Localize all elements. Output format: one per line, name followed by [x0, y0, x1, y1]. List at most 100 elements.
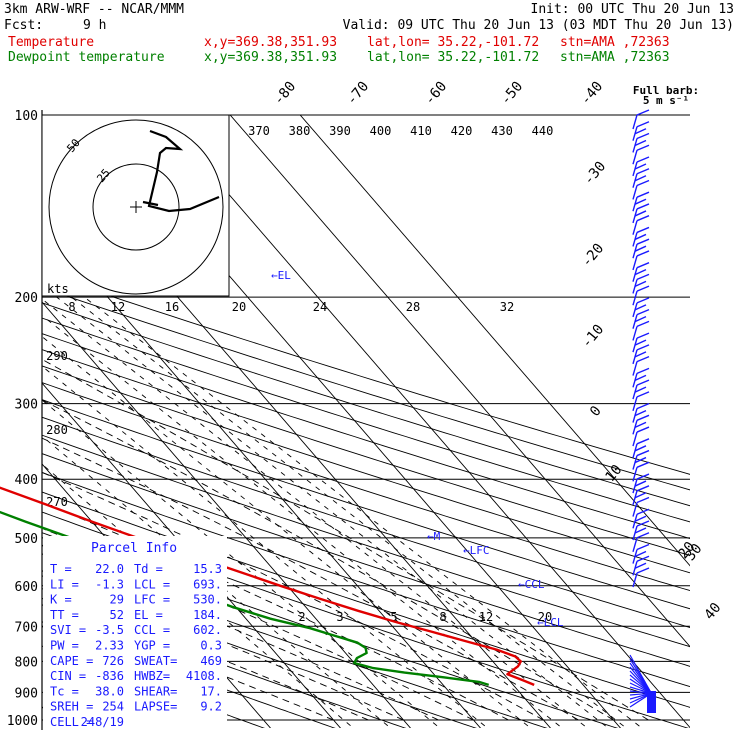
theta-label: 380: [289, 124, 311, 138]
isotherm-line: [42, 382, 342, 728]
wind-barb: [636, 379, 650, 386]
mixing-ratio-label: 5: [390, 610, 397, 624]
wind-barb: [636, 485, 650, 492]
mixing-ratio-line: [42, 365, 489, 728]
wind-barb: [636, 414, 650, 421]
wind-barb: [632, 502, 638, 517]
pressure-tick-label: 100: [15, 109, 38, 124]
dry-adiabat-line: [42, 272, 690, 475]
wind-barb: [634, 316, 647, 323]
annotation-lfc: ←LFC: [463, 544, 490, 557]
parcel-info-key: LFC =: [134, 593, 170, 607]
wind-barb: [636, 555, 650, 562]
parcel-info-key: YGP =: [134, 639, 170, 653]
isotherm-line: [159, 115, 690, 728]
wind-barb: [636, 532, 650, 539]
wind-barb: [647, 691, 656, 713]
pressure-tick-label: 600: [15, 580, 38, 595]
pressure-tick-label: 300: [15, 398, 38, 413]
pressure-tick-label: 1000: [7, 714, 38, 729]
legend-dewpoint-name: Dewpoint temperature: [8, 50, 165, 65]
dry-adiabat-line: [42, 287, 690, 491]
wind-barb: [636, 543, 650, 551]
wind-barb: [636, 355, 650, 363]
parcel-info-key: T =: [50, 562, 72, 576]
parcel-info-value: 22.0: [95, 562, 124, 576]
parcel-info-key: K =: [50, 593, 72, 607]
parcel-info-value: -1.3: [95, 577, 124, 591]
parcel-info-value: -3.5: [95, 623, 124, 637]
wind-barb: [632, 326, 638, 341]
parcel-info-key: LCL =: [134, 577, 170, 591]
hodograph-trace: [147, 129, 220, 213]
wind-barb: [634, 280, 647, 288]
wind-barb: [636, 262, 650, 269]
forecast-label: Fcst:: [4, 18, 44, 33]
wind-barb: [636, 473, 650, 480]
wind-barb: [636, 168, 650, 175]
wind-barb: [636, 461, 650, 468]
wind-barb: [634, 386, 647, 393]
wind-barb: [634, 198, 647, 205]
parcel-info-key: SREH =: [50, 700, 93, 714]
parcel-info-key: Td =: [134, 562, 163, 576]
wind-barb: [636, 320, 650, 328]
wind-barb: [636, 273, 650, 281]
mixing-ratio-line: [42, 463, 354, 728]
isotherm-line: [229, 115, 690, 648]
annotation-lcl: ←LCL: [537, 616, 564, 629]
wind-barb: [634, 351, 647, 358]
wind-barb: [632, 537, 638, 552]
legend-dewpoint-station: stn=AMA ,72363: [560, 50, 670, 65]
parcel-info-key: HWBZ=: [134, 669, 170, 683]
legend-temperature-station: stn=AMA ,72363: [560, 35, 670, 50]
wind-barb: [636, 297, 650, 304]
mixing-ratio-label: 8: [439, 610, 446, 624]
wind-barb: [636, 132, 650, 140]
moist-adiabat-line: [42, 527, 474, 721]
theta-label: 280: [46, 423, 68, 437]
isotherm-label: -30: [581, 159, 610, 189]
wind-barb: [636, 567, 650, 574]
wind-barb: [636, 179, 650, 187]
pressure-tick-label: 900: [15, 686, 38, 701]
parcel-info-key: SHEAR=: [134, 684, 177, 698]
dry-adiabat-line: [42, 302, 690, 507]
isotherm-label: -40: [578, 79, 607, 109]
wind-barb: [636, 391, 650, 398]
wind-barb: [634, 210, 647, 217]
parcel-info-value: 184.: [193, 608, 222, 622]
isotherm-label: 0: [587, 403, 605, 420]
dry-adiabat-line: [42, 333, 690, 540]
wind-barb: [636, 308, 650, 316]
wind-barb: [636, 191, 650, 198]
wind-barb: [634, 515, 647, 522]
isotherm-label: -70: [344, 79, 373, 109]
isotherm-label: -60: [422, 79, 451, 109]
parcel-info-key: CAPE =: [50, 654, 93, 668]
mixing-ratio-label: 24: [313, 300, 327, 314]
theta-label: 290: [46, 349, 68, 363]
dry-adiabat-line: [42, 575, 477, 728]
dry-adiabat-line: [42, 491, 690, 708]
isotherm-label: -50: [498, 79, 527, 109]
mixing-ratio-label: 20: [232, 300, 246, 314]
parcel-info-key: CCL =: [134, 623, 170, 637]
wind-barb: [634, 175, 647, 182]
dry-adiabat-line: [42, 349, 690, 556]
wind-barb: [634, 269, 647, 276]
mixing-ratio-label: 2: [298, 610, 305, 624]
theta-label: 400: [370, 124, 392, 138]
wind-barb: [636, 215, 650, 222]
hodograph-ring: [92, 163, 180, 251]
annotation-ccl: ←CCL: [518, 578, 545, 591]
wind-barb: [634, 245, 647, 252]
full-barb-units: 5 m s⁻¹: [643, 94, 689, 107]
wind-barb: [634, 128, 647, 135]
parcel-info-value: 248/19: [81, 715, 124, 729]
wind-barb: [636, 426, 650, 433]
mixing-ratio-label: 8: [68, 300, 75, 314]
parcel-info-value: 15.3: [193, 562, 222, 576]
parcel-info-title: Parcel Info: [91, 541, 177, 556]
